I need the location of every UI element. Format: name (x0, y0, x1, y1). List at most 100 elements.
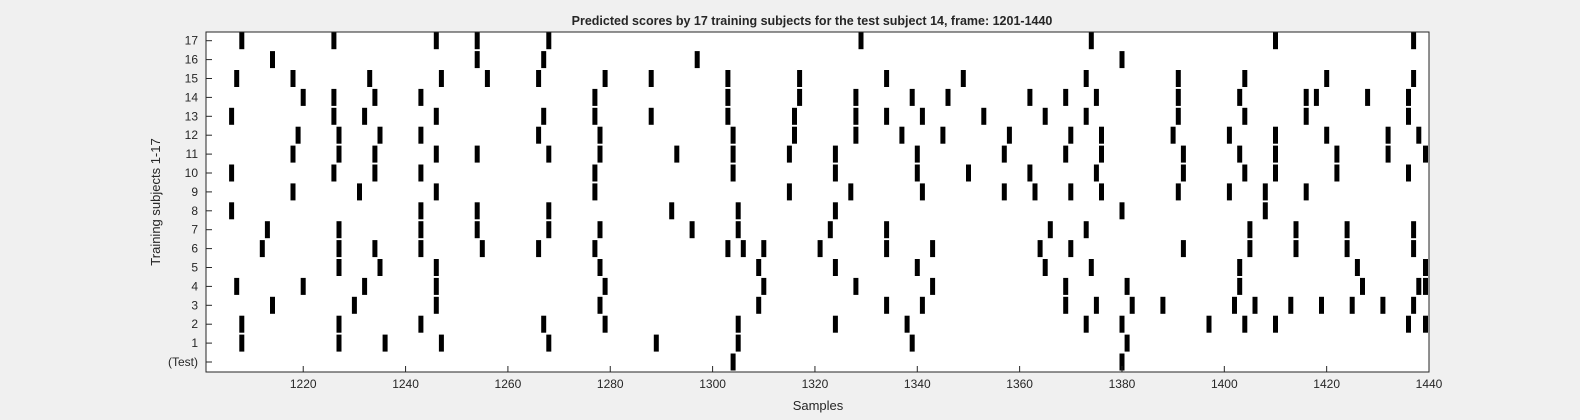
score-marker (474, 221, 480, 239)
y-tick-label: 12 (185, 128, 199, 142)
score-marker (474, 145, 480, 163)
score-marker (853, 88, 859, 106)
score-marker (1206, 315, 1212, 333)
score-marker (372, 164, 378, 182)
score-marker (1237, 145, 1243, 163)
score-marker (1093, 164, 1099, 182)
score-marker (1416, 126, 1422, 144)
score-marker (1262, 202, 1268, 220)
x-tick-label: 1380 (1109, 377, 1136, 391)
score-marker (832, 259, 838, 276)
score-marker (1068, 240, 1074, 258)
score-marker (592, 107, 598, 125)
score-marker (1237, 88, 1243, 106)
y-tick-label: 6 (191, 242, 198, 256)
score-marker (1365, 88, 1371, 106)
score-marker (1303, 88, 1309, 106)
score-marker (1385, 145, 1391, 163)
score-marker (433, 259, 439, 276)
score-marker (270, 296, 275, 314)
score-marker (438, 334, 444, 352)
plot-frame (205, 31, 1430, 373)
score-marker (694, 51, 700, 69)
score-marker (1119, 315, 1125, 333)
score-marker (981, 107, 987, 125)
score-marker (1273, 164, 1278, 182)
x-tick-label: 1400 (1211, 377, 1238, 391)
score-marker (832, 202, 838, 220)
score-marker (648, 70, 654, 87)
score-marker (433, 277, 439, 295)
score-marker (1385, 126, 1391, 144)
score-marker (930, 240, 936, 258)
score-marker (1293, 240, 1299, 258)
score-marker (1047, 221, 1053, 239)
score-marker (362, 277, 368, 295)
score-marker (546, 334, 552, 352)
score-marker (904, 315, 910, 333)
score-marker (761, 240, 767, 258)
score-marker (725, 70, 731, 87)
score-marker (1380, 296, 1386, 314)
score-marker (336, 334, 342, 352)
score-marker (1252, 296, 1258, 314)
score-marker (1099, 145, 1104, 163)
score-marker (930, 277, 936, 295)
y-tick-label: 14 (185, 90, 199, 104)
score-marker (1324, 70, 1330, 87)
score-marker (372, 240, 378, 258)
score-marker (689, 221, 695, 239)
y-tick-label: 2 (191, 317, 198, 331)
y-tick-label: 16 (185, 53, 199, 67)
score-marker (1124, 277, 1130, 295)
score-marker (1293, 221, 1299, 239)
score-marker (1006, 126, 1012, 144)
score-marker (1083, 70, 1089, 87)
score-marker (725, 88, 731, 106)
score-marker (725, 107, 731, 125)
score-marker (602, 70, 608, 87)
x-tick-label: 1340 (904, 377, 931, 391)
score-marker (1170, 126, 1176, 144)
score-marker (1027, 164, 1033, 182)
score-marker (418, 315, 424, 333)
score-marker (1423, 277, 1428, 295)
score-marker (1063, 277, 1069, 295)
x-tick-label: 1420 (1313, 377, 1340, 391)
score-marker (290, 70, 296, 87)
score-marker (1247, 240, 1253, 258)
score-marker (1226, 126, 1232, 144)
x-tick-layer: 1220 1240 1260 1280 1300 1320 1340 1360 1380 1400… (290, 366, 1443, 391)
score-marker (1063, 145, 1069, 163)
score-marker (832, 164, 838, 182)
score-marker (1068, 126, 1074, 144)
score-marker (541, 107, 547, 125)
score-marker (1226, 183, 1232, 201)
score-marker (1242, 70, 1248, 87)
score-marker (536, 126, 542, 144)
score-marker (592, 88, 598, 106)
score-marker (290, 183, 296, 201)
score-marker (1027, 88, 1033, 106)
score-marker (1001, 145, 1007, 163)
score-marker (438, 70, 444, 87)
score-marker (1406, 88, 1411, 106)
y-tick-label: 5 (191, 261, 198, 275)
score-marker (479, 240, 485, 258)
score-marker (541, 315, 547, 333)
score-marker (1406, 164, 1411, 182)
y-tick-label: 8 (191, 204, 198, 218)
score-marker (597, 221, 603, 239)
score-marker (331, 88, 337, 106)
score-marker (1242, 164, 1248, 182)
score-marker (264, 221, 270, 239)
score-marker (832, 315, 838, 333)
y-tick-label: 13 (185, 109, 199, 123)
score-marker (336, 259, 342, 276)
score-marker (1319, 296, 1324, 314)
score-marker (1344, 240, 1350, 258)
score-marker (1042, 259, 1048, 276)
score-marker (1334, 145, 1340, 163)
score-marker (1406, 315, 1411, 333)
